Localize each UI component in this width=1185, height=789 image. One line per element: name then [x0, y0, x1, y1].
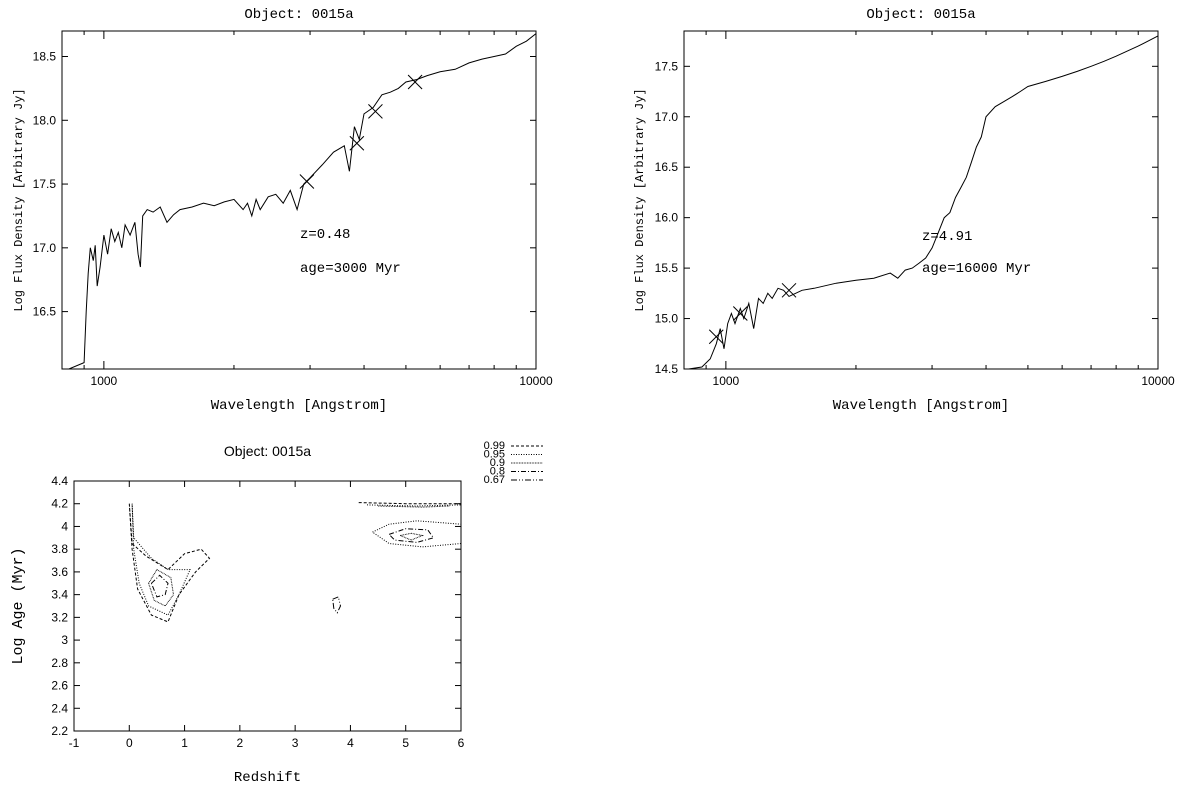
y-axis-label: Log Flux Density [Arbitrary Jy]: [12, 88, 26, 311]
photometry-marker: [732, 306, 748, 321]
x-axis-label: Wavelength [Angstrom]: [211, 398, 387, 414]
y-tick-label: 3.4: [51, 588, 68, 602]
x-tick-label: 1: [181, 736, 188, 750]
x-axis-label: Wavelength [Angstrom]: [833, 398, 1009, 414]
y-tick-label: 2.8: [51, 656, 68, 670]
photometry-marker: [368, 104, 383, 119]
y-axis-label: Log Age (Myr): [10, 547, 27, 664]
plot-area: [128, 502, 461, 623]
chart-title: Object: 0015a: [866, 7, 975, 23]
y-tick-label: 16.0: [655, 211, 679, 225]
x-tick-label: 10000: [519, 374, 553, 388]
legend: 0.990.950.90.80.67: [484, 440, 543, 486]
y-tick-label: 2.6: [51, 679, 68, 693]
x-tick-label: 3: [292, 736, 299, 750]
plot-frame: [683, 30, 1159, 370]
contour-line: [372, 520, 461, 548]
x-tick-label: 0: [126, 736, 133, 750]
contour-line: [378, 505, 450, 508]
y-tick-label: 2.4: [51, 701, 68, 715]
redshift-annotation: z=0.48: [300, 227, 350, 243]
contour-line: [128, 503, 211, 623]
spectrum-line: [68, 33, 536, 369]
contour-line: [332, 596, 342, 614]
plot-area: [688, 35, 1158, 369]
y-tick-label: 17.0: [33, 241, 57, 255]
chart-2: Object: 0015a Wavelength [Angstrom] Log Fl…: [633, 7, 1175, 414]
y-tick-label: 3.6: [51, 565, 68, 579]
plot-frame: [61, 30, 537, 370]
y-tick-label: 18.0: [33, 113, 57, 127]
y-tick-label: 18.5: [33, 50, 57, 64]
contour-line: [400, 532, 425, 541]
y-tick-label: 4.2: [51, 497, 68, 511]
chart-1: Object: 0015a Wavelength [Angstrom] Log Fl…: [12, 7, 553, 414]
age-annotation: age=3000 Myr: [300, 261, 401, 277]
chart-3: Object: 0015a Redshift Log Age (Myr) -1 0 1 2 3…: [10, 440, 543, 786]
x-axis-label: Redshift: [234, 770, 301, 786]
y-tick-label: 16.5: [33, 305, 57, 319]
contour-line: [150, 574, 169, 598]
chart-title: Object: 0015a: [244, 7, 353, 23]
legend-label: 0.67: [484, 474, 505, 486]
x-tick-label: 10000: [1141, 374, 1175, 388]
y-tick-label: 14.5: [655, 362, 679, 376]
contour-line: [358, 502, 461, 505]
legend-label: 0.9: [490, 457, 505, 469]
redshift-annotation: z=4.91: [922, 229, 972, 245]
x-tick-label: 5: [402, 736, 409, 750]
photometry-marker: [407, 74, 423, 90]
y-tick-label: 15.0: [655, 312, 679, 326]
x-tick-label: -1: [69, 736, 80, 750]
spectrum-line: [688, 35, 1158, 369]
y-tick-label: 3: [61, 633, 68, 647]
contour-line: [388, 528, 435, 543]
contour-line: [131, 503, 191, 616]
plot-frame: [73, 480, 462, 732]
x-tick-label: 4: [347, 736, 354, 750]
y-tick-label: 15.5: [655, 261, 679, 275]
x-tick-label: 1000: [713, 374, 740, 388]
age-annotation: age=16000 Myr: [922, 261, 1031, 277]
photometry-marker: [781, 282, 797, 298]
y-tick-label: 3.2: [51, 610, 68, 624]
y-tick-label: 17.0: [655, 110, 679, 124]
y-tick-label: 4: [61, 519, 68, 533]
x-tick-label: 6: [458, 736, 465, 750]
y-tick-label: 17.5: [655, 59, 679, 73]
chart-title: Object: 0015a: [224, 443, 311, 459]
y-axis-label: Log Flux Density [Arbitrary Jy]: [633, 88, 647, 311]
photometry-marker: [708, 329, 724, 345]
legend-label: 0.95: [484, 449, 505, 461]
plot-area: [68, 33, 536, 369]
y-tick-label: 3.8: [51, 542, 68, 556]
y-tick-label: 17.5: [33, 177, 57, 191]
y-tick-label: 4.4: [51, 474, 68, 488]
photometry-marker: [299, 174, 315, 189]
legend-label: 0.99: [484, 440, 505, 452]
contour-line: [148, 568, 175, 607]
legend-label: 0.8: [490, 466, 505, 478]
y-tick-label: 2.2: [51, 724, 68, 738]
x-tick-label: 1000: [91, 374, 118, 388]
photometry-marker: [349, 135, 365, 151]
x-tick-label: 2: [237, 736, 244, 750]
y-tick-label: 16.5: [655, 160, 679, 174]
